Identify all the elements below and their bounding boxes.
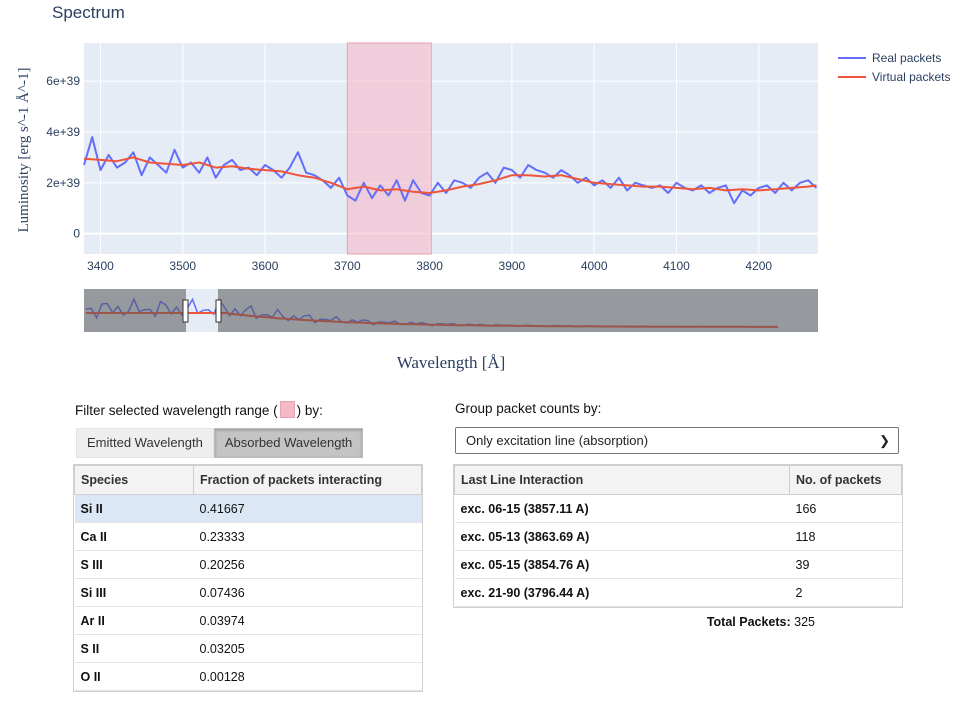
species-table: Species Fraction of packets interacting … [73,464,423,692]
table-row[interactable]: exc. 21-90 (3796.44 A) 2 [454,578,902,607]
range-color-swatch [279,401,295,418]
x-tick-label: 3700 [334,259,361,273]
range-slider[interactable] [84,289,818,332]
filter-label: Filter selected wavelength range () by: [75,401,323,418]
y-tick-labels: 0 2e+39 4e+39 6e+39 [46,74,80,241]
x-tick-label: 4100 [663,259,690,273]
table-row[interactable]: S II 0.03205 [74,634,422,663]
table-row[interactable]: Si II 0.41667 [74,494,422,523]
range-slider-handle-right[interactable] [215,299,222,323]
virtual-packets-line[interactable] [83,156,817,194]
packet-count-header[interactable]: No. of packets [789,465,902,495]
table-row[interactable]: exc. 05-15 (3854.76 A) 39 [454,550,902,579]
wavelength-toggle[interactable]: Emitted Wavelength Absorbed Wavelength [76,428,364,458]
x-tick-label: 4200 [745,259,772,273]
species-header[interactable]: Species [74,465,194,495]
grid-lines [84,43,818,254]
table-row[interactable]: exc. 05-13 (3863.69 A) 118 [454,522,902,551]
legend-virtual-label[interactable]: Virtual packets [872,70,951,84]
table-row[interactable]: O II 0.00128 [74,662,422,691]
emitted-wavelength-button[interactable]: Emitted Wavelength [76,428,214,458]
fraction-header[interactable]: Fraction of packets interacting [193,465,422,495]
x-tick-label: 3400 [87,259,114,273]
plot-title: Spectrum [52,3,125,22]
chevron-down-icon: ❯ [879,433,890,448]
spectrum-plot[interactable]: Spectrum 3400 3500 3600 3700 3800 3900 4000 410… [0,0,966,380]
x-tick-label: 3900 [499,259,526,273]
range-slider-mask-left [84,289,186,332]
table-row[interactable]: Si III 0.07436 [74,578,422,607]
y-tick-label: 0 [73,227,80,241]
spectrum-series [83,136,818,205]
x-tick-labels: 3400 3500 3600 3700 3800 3900 4000 4100 4200 [87,259,772,273]
x-tick-label: 3800 [416,259,443,273]
x-tick-label: 4000 [581,259,608,273]
range-slider-handle-left[interactable] [182,299,189,323]
selected-wavelength-range[interactable] [346,42,432,255]
table-row[interactable]: exc. 06-15 (3857.11 A) 166 [454,494,902,523]
group-label: Group packet counts by: [455,401,602,416]
legend-real-label[interactable]: Real packets [872,51,941,65]
table-row[interactable]: Ar II 0.03974 [74,606,422,635]
absorbed-wavelength-button[interactable]: Absorbed Wavelength [213,428,364,458]
y-axis-label: Luminosity [erg s^-1 Å^-1] [16,67,32,232]
packet-counts-table: Last Line Interaction No. of packets exc… [453,464,903,608]
total-packets-value: 325 [794,615,815,629]
y-tick-label: 2e+39 [46,176,80,190]
range-slider-mask-right [218,289,818,332]
x-tick-label: 3500 [169,259,196,273]
plot-area[interactable] [84,43,818,254]
x-axis-label: Wavelength [Å] [397,353,506,372]
y-tick-label: 4e+39 [46,125,80,139]
last-line-interaction-header[interactable]: Last Line Interaction [454,465,790,495]
x-tick-label: 3600 [252,259,279,273]
total-packets: Total Packets: 325 [640,615,815,629]
y-tick-label: 6e+39 [46,74,80,88]
table-row[interactable]: S III 0.20256 [74,550,422,579]
table-row[interactable]: Ca II 0.23333 [74,522,422,551]
group-select-value: Only excitation line (absorption) [466,433,649,448]
group-select[interactable]: Only excitation line (absorption) ❯ [455,427,899,454]
total-packets-label: Total Packets: [706,615,791,629]
